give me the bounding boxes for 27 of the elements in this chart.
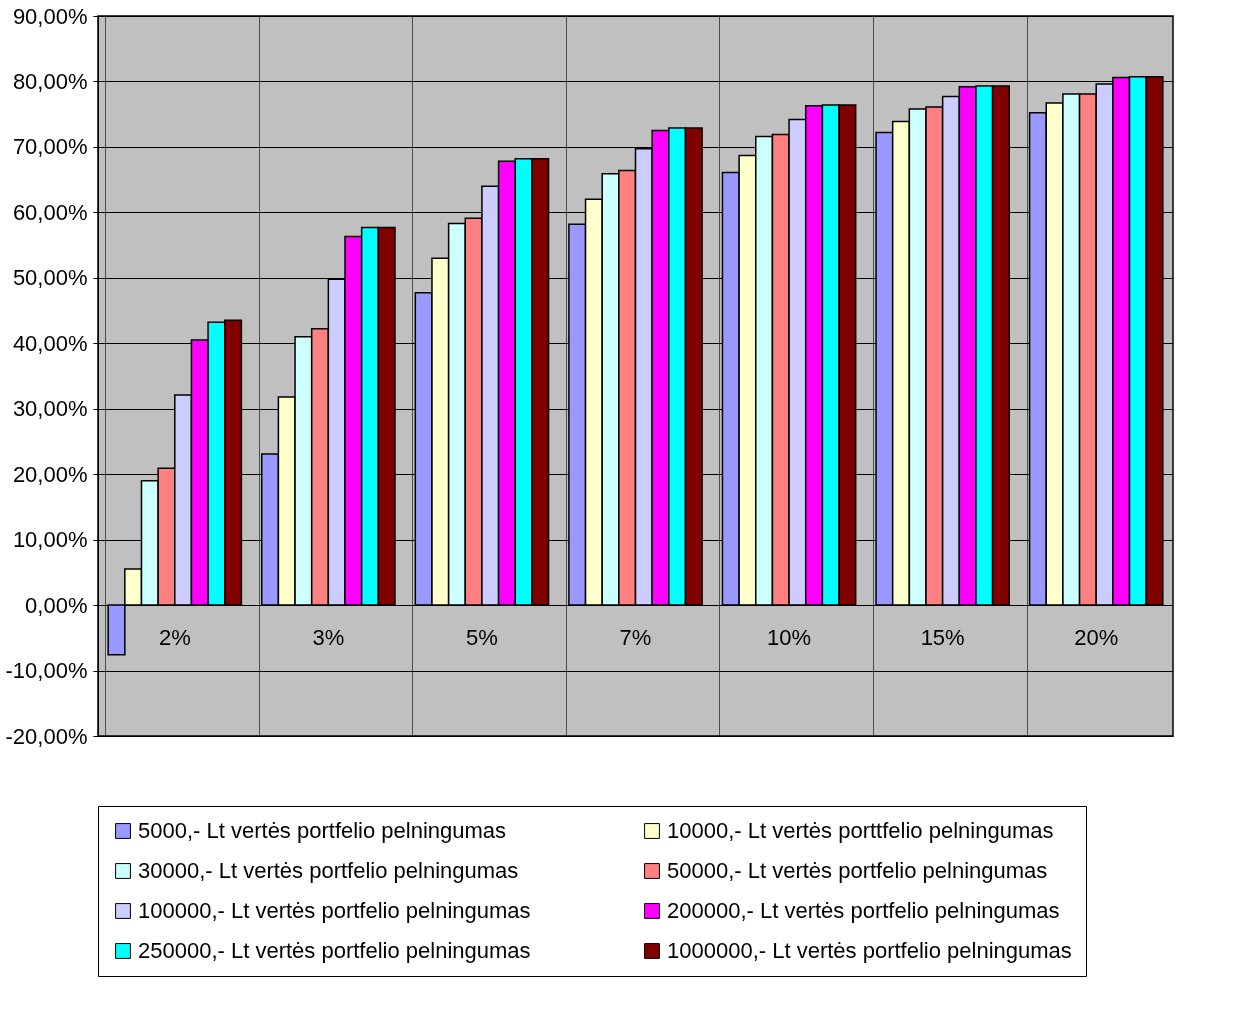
legend-label: 1000000,- Lt vertės portfelio pelningumas [667, 938, 1072, 963]
y-tick-label: 30,00% [12, 396, 88, 422]
y-tick-label: 20,00% [12, 461, 88, 487]
y-tick-label: -10,00% [5, 658, 88, 684]
y-tick-label: 0,00% [25, 592, 88, 618]
y-tick-label: 10,00% [12, 527, 88, 553]
legend-label: 5000,- Lt vertės portfelio pelningumas [138, 818, 507, 843]
y-tick-label: 50,00% [12, 265, 88, 291]
y-tick-label: 80,00% [12, 68, 88, 94]
legend-label: 200000,- Lt vertės portfelio pelningumas [667, 898, 1060, 923]
x-tick-label: 20% [1074, 624, 1119, 650]
legend-label: 50000,- Lt vertės portfelio pelningumas [667, 858, 1048, 883]
y-tick-label: 90,00% [12, 3, 88, 29]
legend-label: 100000,- Lt vertės portfelio pelningumas [138, 898, 531, 923]
x-tick-label: 15% [920, 624, 965, 650]
y-tick-label: 70,00% [12, 134, 88, 160]
x-tick-label: 3% [312, 624, 345, 650]
legend-label: 30000,- Lt vertės portfelio pelningumas [138, 858, 519, 883]
x-tick-label: 2% [158, 624, 191, 650]
x-tick-label: 7% [619, 624, 652, 650]
y-tick-label: -20,00% [5, 723, 88, 749]
x-tick-label: 5% [466, 624, 498, 650]
y-tick-label: 40,00% [12, 330, 88, 356]
x-tick-label: 10% [767, 624, 812, 650]
legend-label: 250000,- Lt vertės portfelio pelningumas [138, 938, 531, 963]
legend-label: 10000,- Lt vertės porttfelio pelningumas [667, 818, 1054, 843]
y-tick-label: 60,00% [12, 199, 88, 225]
